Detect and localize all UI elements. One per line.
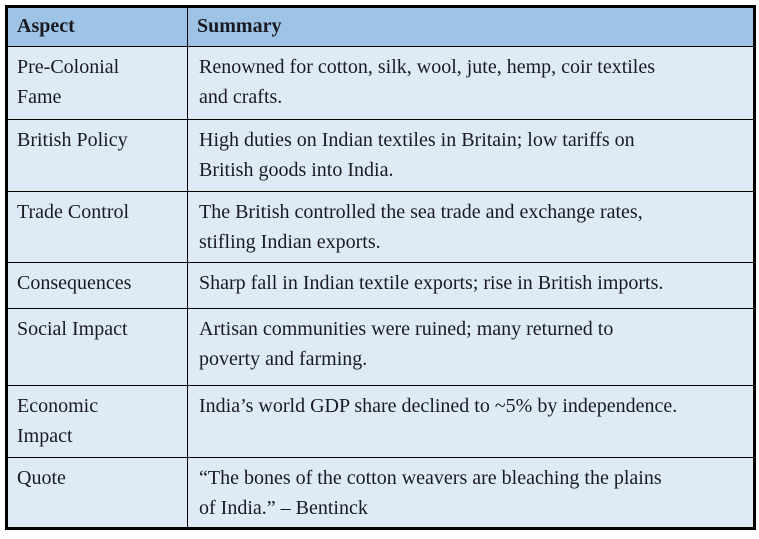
aspect-cell: Trade Control: [6, 191, 188, 263]
aspect-cell: Social Impact: [6, 308, 188, 386]
summary-cell: Artisan communities were ruined; many re…: [187, 308, 755, 386]
table-row: Quote “The bones of the cotton weavers a…: [6, 457, 755, 529]
summary-cell: India’s world GDP share declined to ~5% …: [187, 385, 755, 458]
aspect-cell: British Policy: [6, 119, 188, 192]
colonial-textile-summary-table: Aspect Summary Pre-Colonial Fame Renowne…: [5, 5, 756, 530]
aspect-cell: Quote: [6, 457, 188, 529]
table-row: Pre-Colonial Fame Renowned for cotton, s…: [6, 46, 755, 120]
aspect-cell: Pre-Colonial Fame: [6, 46, 188, 120]
table-row: British Policy High duties on Indian tex…: [6, 119, 755, 192]
column-header-summary: Summary: [187, 6, 755, 47]
table-row: Trade Control The British controlled the…: [6, 191, 755, 263]
column-header-aspect: Aspect: [6, 6, 188, 47]
summary-cell: Sharp fall in Indian textile exports; ri…: [187, 262, 755, 309]
aspect-cell: Consequences: [6, 262, 188, 309]
table-row: Social Impact Artisan communities were r…: [6, 308, 755, 386]
table-row: Economic Impact India’s world GDP share …: [6, 385, 755, 458]
summary-cell: The British controlled the sea trade and…: [187, 191, 755, 263]
summary-cell: “The bones of the cotton weavers are ble…: [187, 457, 755, 529]
table-row: Consequences Sharp fall in Indian textil…: [6, 262, 755, 309]
aspect-cell: Economic Impact: [6, 385, 188, 458]
summary-cell: Renowned for cotton, silk, wool, jute, h…: [187, 46, 755, 120]
summary-cell: High duties on Indian textiles in Britai…: [187, 119, 755, 192]
header-row: Aspect Summary: [6, 6, 755, 47]
